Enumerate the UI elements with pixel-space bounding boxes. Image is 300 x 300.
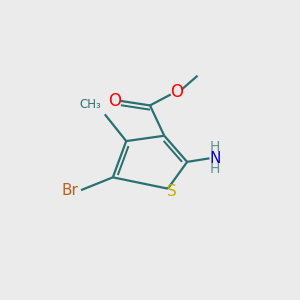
- Text: Br: Br: [62, 183, 79, 198]
- Text: H: H: [210, 140, 220, 154]
- Text: O: O: [108, 92, 121, 110]
- Text: H: H: [210, 162, 220, 176]
- Text: N: N: [209, 151, 220, 166]
- Text: CH₃: CH₃: [80, 98, 101, 111]
- Text: O: O: [170, 83, 183, 101]
- Text: S: S: [167, 184, 177, 199]
